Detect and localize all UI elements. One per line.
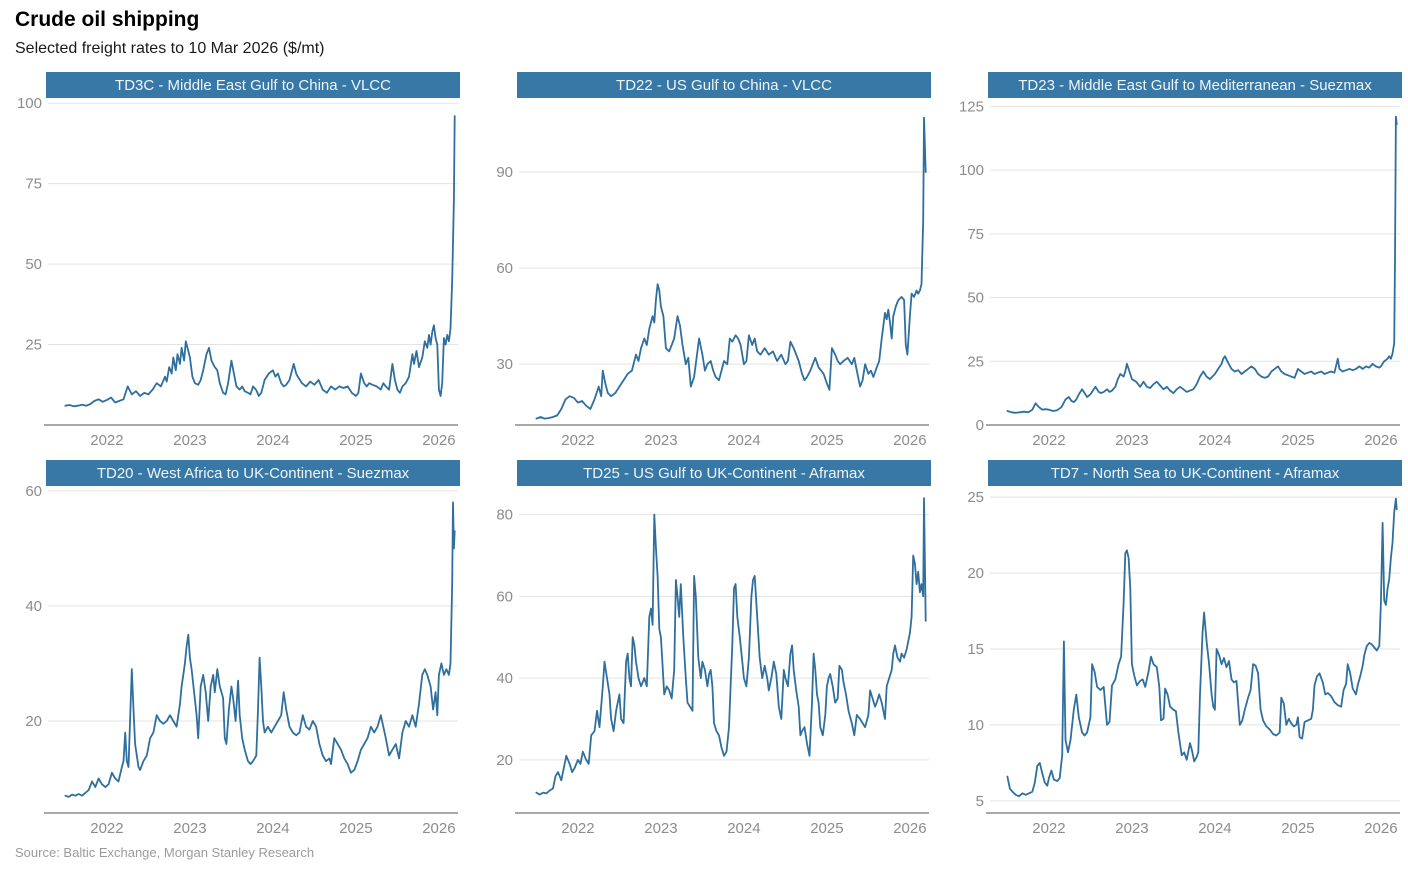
x-tick-label: 2024	[727, 432, 760, 448]
panel-title: TD23 - Middle East Gulf to Mediterranean…	[1018, 76, 1372, 94]
x-tick-label: 2024	[256, 432, 289, 448]
y-tick-label: 0	[976, 417, 984, 434]
chart-plot: 0 25 50 75 100 125 2022 2023 2024 2025 2026	[959, 98, 1400, 448]
y-tick-label: 80	[496, 507, 513, 524]
x-tick-label: 2025	[339, 432, 372, 448]
y-tick-label: 125	[959, 98, 984, 115]
x-tick-label: 2025	[810, 432, 843, 448]
x-tick-label: 2026	[1364, 820, 1397, 836]
chart-panel-6: TD7 - North Sea to UK-Continent - Aframa…	[950, 460, 1405, 836]
chart-plot: 20 40 60 80 2022 2023 2024 2025 2026	[496, 497, 929, 836]
chart-plot: 20 40 60 2022 2023 2024 2025 2026	[25, 486, 458, 836]
chart-panel-3: TD23 - Middle East Gulf to Mediterranean…	[950, 72, 1405, 448]
x-tick-label: 2025	[1281, 432, 1314, 448]
x-tick-label: 2024	[1198, 820, 1231, 836]
y-tick-label: 75	[25, 176, 42, 193]
y-tick-label: 5	[976, 793, 984, 810]
y-tick-label: 40	[496, 670, 513, 687]
x-tick-label: 2022	[561, 820, 594, 836]
page-subtitle: Selected freight rates to 10 Mar 2026 ($…	[15, 40, 325, 57]
y-tick-label: 90	[496, 164, 513, 181]
charts-grid: TD3C - Middle East Gulf to China - VLCC 2…	[8, 72, 1405, 836]
freight-rate-line	[535, 116, 927, 420]
panel-title-bar: TD23 - Middle East Gulf to Mediterranean…	[988, 72, 1402, 98]
y-tick-label: 100	[959, 162, 984, 179]
page-title: Crude oil shipping	[15, 8, 200, 31]
freight-rate-line	[64, 115, 456, 408]
x-tick-label: 2023	[1115, 820, 1148, 836]
x-tick-label: 2023	[1115, 432, 1148, 448]
y-tick-label: 25	[967, 489, 984, 506]
panel-title: TD25 - US Gulf to UK-Continent - Aframax	[583, 464, 865, 482]
y-tick-label: 25	[25, 337, 42, 354]
x-tick-label: 2026	[1364, 432, 1397, 448]
panel-title: TD22 - US Gulf to China - VLCC	[616, 76, 832, 94]
x-tick-label: 2025	[339, 820, 372, 836]
y-tick-label: 100	[17, 98, 42, 112]
panel-title-bar: TD20 - West Africa to UK-Continent - Sue…	[46, 460, 460, 486]
x-tick-label: 2023	[173, 820, 206, 836]
freight-rate-line	[535, 497, 927, 796]
x-tick-label: 2022	[90, 820, 123, 836]
x-tick-label: 2023	[644, 820, 677, 836]
x-tick-label: 2023	[173, 432, 206, 448]
panel-title: TD20 - West Africa to UK-Continent - Sue…	[96, 464, 410, 482]
chart-panel-4: TD20 - West Africa to UK-Continent - Sue…	[8, 460, 463, 836]
y-tick-label: 60	[496, 260, 513, 277]
y-tick-label: 15	[967, 641, 984, 658]
panel-title-bar: TD22 - US Gulf to China - VLCC	[517, 72, 931, 98]
chart-panel-5: TD25 - US Gulf to UK-Continent - Aframax…	[479, 460, 934, 836]
x-tick-label: 2022	[1032, 820, 1065, 836]
chart-plot: 30 60 90 2022 2023 2024 2025 2026	[496, 116, 929, 448]
y-tick-label: 60	[25, 486, 42, 500]
panel-title-bar: TD3C - Middle East Gulf to China - VLCC	[46, 72, 460, 98]
x-tick-label: 2026	[893, 432, 926, 448]
x-tick-label: 2024	[1198, 432, 1231, 448]
y-tick-label: 40	[25, 598, 42, 615]
x-tick-label: 2026	[893, 820, 926, 836]
y-tick-label: 25	[967, 353, 984, 370]
freight-rate-line	[64, 501, 456, 798]
freight-rate-line	[1006, 497, 1398, 798]
x-tick-label: 2024	[256, 820, 289, 836]
x-tick-label: 2023	[644, 432, 677, 448]
y-tick-label: 30	[496, 356, 513, 373]
panel-title: TD3C - Middle East Gulf to China - VLCC	[115, 76, 391, 94]
x-tick-label: 2026	[422, 820, 455, 836]
y-tick-label: 75	[967, 226, 984, 243]
panel-title: TD7 - North Sea to UK-Continent - Aframa…	[1050, 464, 1340, 482]
x-tick-label: 2022	[90, 432, 123, 448]
y-tick-label: 20	[967, 565, 984, 582]
y-tick-label: 60	[496, 588, 513, 605]
x-tick-label: 2022	[1032, 432, 1065, 448]
chart-panel-1: TD3C - Middle East Gulf to China - VLCC 2…	[8, 72, 463, 448]
y-tick-label: 20	[25, 713, 42, 730]
panel-title-bar: TD7 - North Sea to UK-Continent - Aframa…	[988, 460, 1402, 486]
freight-rate-line	[1006, 115, 1398, 414]
panel-title-bar: TD25 - US Gulf to UK-Continent - Aframax	[517, 460, 931, 486]
y-tick-label: 10	[967, 717, 984, 734]
chart-plot: 25 50 75 100 2022 2023 2024 2025 2026	[17, 98, 458, 448]
x-tick-label: 2022	[561, 432, 594, 448]
x-tick-label: 2026	[422, 432, 455, 448]
source-note: Source: Baltic Exchange, Morgan Stanley …	[15, 845, 315, 860]
x-tick-label: 2024	[727, 820, 760, 836]
y-tick-label: 50	[25, 256, 42, 273]
y-tick-label: 50	[967, 290, 984, 307]
x-tick-label: 2025	[1281, 820, 1314, 836]
chart-panel-2: TD22 - US Gulf to China - VLCC 30 60 90 2022…	[479, 72, 934, 448]
y-tick-label: 20	[496, 752, 513, 769]
x-tick-label: 2025	[810, 820, 843, 836]
